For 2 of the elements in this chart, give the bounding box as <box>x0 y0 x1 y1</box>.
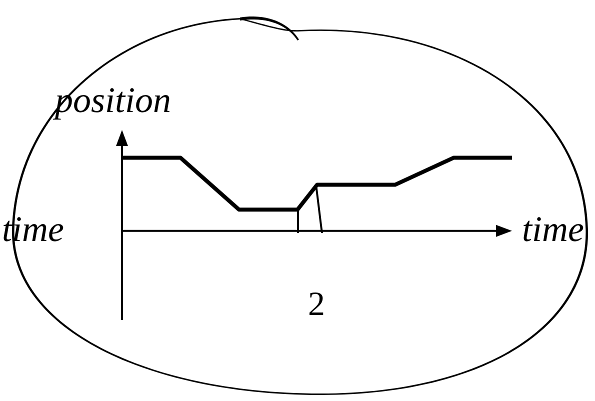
x-axis-title: time <box>522 209 584 249</box>
text: 2 <box>308 285 325 325</box>
